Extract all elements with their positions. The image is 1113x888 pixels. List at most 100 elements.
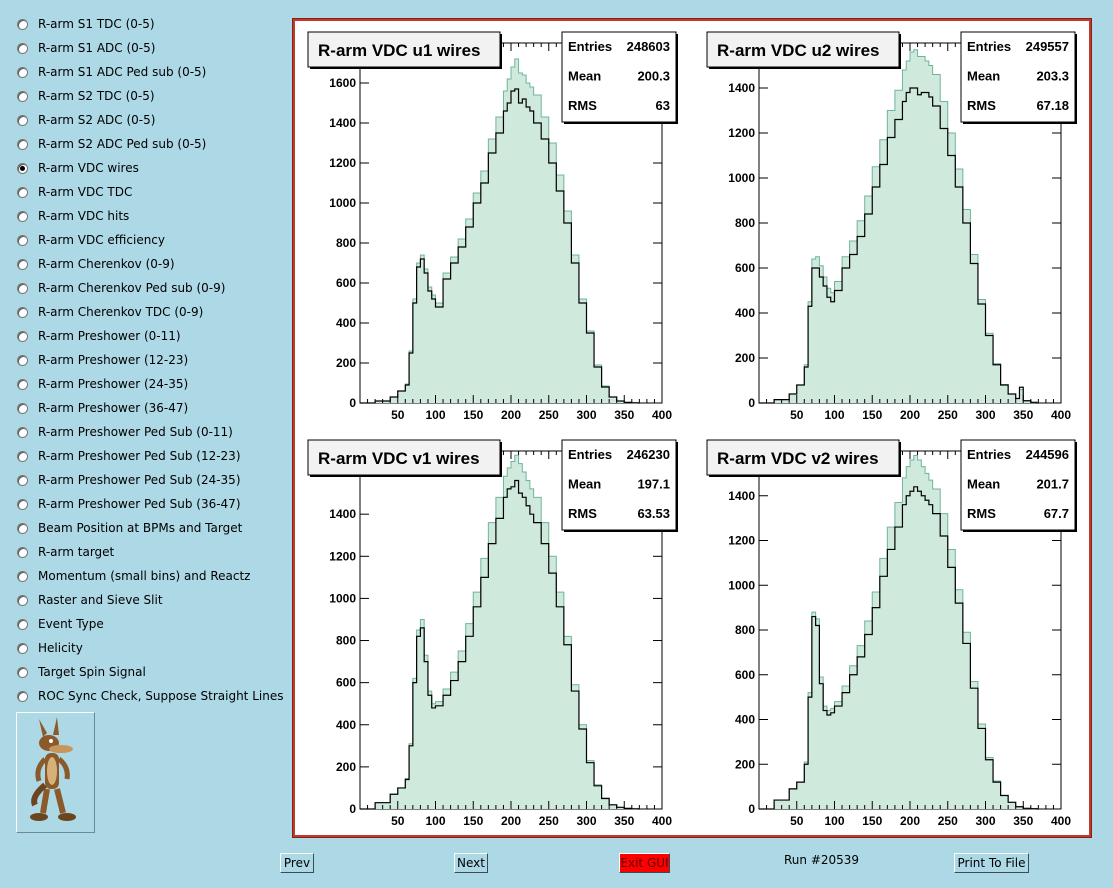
radio-button[interactable]: [17, 690, 28, 702]
radio-button[interactable]: [17, 90, 28, 102]
title-box: [706, 31, 900, 68]
radio-button[interactable]: [17, 42, 28, 54]
x-tick-label: 200: [900, 814, 920, 828]
histogram-title: R-arm VDC u2 wires: [717, 41, 880, 60]
print-to-file-button[interactable]: Print To File: [954, 853, 1029, 873]
menu-item[interactable]: R-arm S1 TDC (0-5): [17, 14, 155, 34]
radio-button[interactable]: [17, 666, 28, 678]
menu-item[interactable]: R-arm Preshower Ped Sub (24-35): [17, 470, 241, 490]
radio-button[interactable]: [17, 66, 28, 78]
y-tick-label: 1400: [329, 116, 356, 130]
radio-button[interactable]: [17, 450, 28, 462]
menu-item[interactable]: R-arm VDC TDC: [17, 182, 132, 202]
menu-item[interactable]: Helicity: [17, 638, 83, 658]
menu-item-label: R-arm Preshower Ped Sub (24-35): [38, 473, 241, 487]
menu-item[interactable]: Beam Position at BPMs and Target: [17, 518, 242, 538]
stats-label: Entries: [568, 447, 612, 462]
radio-button[interactable]: [17, 138, 28, 150]
y-tick-label: 1000: [329, 591, 356, 605]
histogram-fill: [360, 455, 640, 809]
prev-button[interactable]: Prev: [280, 853, 314, 873]
menu-item[interactable]: R-arm Cherenkov (0-9): [17, 254, 175, 274]
radio-button[interactable]: [17, 258, 28, 270]
menu-item[interactable]: R-arm Preshower (36-47): [17, 398, 188, 418]
radio-button[interactable]: [17, 402, 28, 414]
menu-item[interactable]: Raster and Sieve Slit: [17, 590, 163, 610]
x-tick-label: 350: [614, 408, 634, 422]
x-tick-label: 300: [975, 814, 995, 828]
menu-item[interactable]: R-arm Cherenkov Ped sub (0-9): [17, 278, 225, 298]
radio-button[interactable]: [17, 18, 28, 30]
exit-gui-button[interactable]: Exit GUI: [619, 853, 670, 873]
y-tick-label: 400: [735, 713, 755, 727]
menu-item[interactable]: Event Type: [17, 614, 104, 634]
menu-item[interactable]: R-arm S2 ADC (0-5): [17, 110, 155, 130]
menu-item[interactable]: ROC Sync Check, Suppose Straight Lines: [17, 686, 283, 706]
coyote-icon: [30, 717, 76, 821]
x-tick-label: 150: [862, 408, 882, 422]
menu-item[interactable]: R-arm Preshower Ped Sub (36-47): [17, 494, 241, 514]
menu-item[interactable]: R-arm VDC wires: [17, 158, 139, 178]
radio-button[interactable]: [17, 330, 28, 342]
stats-label: RMS: [967, 506, 996, 521]
x-tick-label: 100: [425, 408, 445, 422]
radio-button[interactable]: [17, 498, 28, 510]
radio-button[interactable]: [17, 282, 28, 294]
x-tick-label: 50: [790, 814, 804, 828]
radio-button[interactable]: [17, 570, 28, 582]
radio-selected[interactable]: [17, 162, 28, 174]
menu-item[interactable]: R-arm S1 ADC (0-5): [17, 38, 155, 58]
y-tick-label: 600: [336, 676, 356, 690]
x-tick-label: 350: [1013, 408, 1033, 422]
menu-item[interactable]: R-arm VDC hits: [17, 206, 129, 226]
radio-button[interactable]: [17, 210, 28, 222]
y-tick-label: 1200: [329, 156, 356, 170]
histogram-title: R-arm VDC u1 wires: [318, 41, 481, 60]
radio-button[interactable]: [17, 378, 28, 390]
radio-button[interactable]: [17, 474, 28, 486]
radio-button[interactable]: [17, 114, 28, 126]
menu-item[interactable]: R-arm target: [17, 542, 114, 562]
menu-item[interactable]: R-arm S1 ADC Ped sub (0-5): [17, 62, 206, 82]
menu-item[interactable]: R-arm Preshower (0-11): [17, 326, 181, 346]
radio-button[interactable]: [17, 354, 28, 366]
histogram-series-black: [759, 486, 1039, 810]
y-tick-label: 800: [336, 634, 356, 648]
menu-item[interactable]: Momentum (small bins) and Reactz: [17, 566, 250, 586]
run-number-label: Run #20539: [784, 853, 860, 867]
menu-item-label: ROC Sync Check, Suppose Straight Lines: [38, 689, 284, 703]
stats-value: 246230: [627, 447, 670, 462]
menu-item[interactable]: R-arm Preshower (12-23): [17, 350, 188, 370]
radio-button[interactable]: [17, 618, 28, 630]
radio-button[interactable]: [17, 522, 28, 534]
menu-item[interactable]: R-arm S2 ADC Ped sub (0-5): [17, 134, 206, 154]
menu-item-label: R-arm Preshower Ped Sub (12-23): [38, 449, 241, 463]
next-button[interactable]: Next: [454, 853, 488, 873]
menu-item-label: Event Type: [38, 617, 104, 631]
y-tick-label: 400: [735, 306, 755, 320]
radio-button[interactable]: [17, 546, 28, 558]
y-tick-label: 200: [735, 757, 755, 771]
radio-button[interactable]: [17, 642, 28, 654]
x-tick-label: 100: [425, 814, 445, 828]
menu-item[interactable]: R-arm Preshower Ped Sub (0-11): [17, 422, 233, 442]
histogram-pad: 50 100 150 200 250 300 350 400 0 200 400 600 800 1000…: [307, 439, 678, 828]
y-tick-label: 1400: [728, 489, 755, 503]
menu-item[interactable]: Target Spin Signal: [17, 662, 146, 682]
histogram-fill: [759, 49, 1039, 403]
menu-item-label: R-arm S1 ADC (0-5): [38, 41, 156, 55]
menu-item-label: R-arm S2 ADC Ped sub (0-5): [38, 137, 207, 151]
menu-item[interactable]: R-arm VDC efficiency: [17, 230, 165, 250]
radio-button[interactable]: [17, 594, 28, 606]
radio-button[interactable]: [17, 186, 28, 198]
menu-item[interactable]: R-arm Preshower (24-35): [17, 374, 188, 394]
menu-item[interactable]: R-arm Preshower Ped Sub (12-23): [17, 446, 241, 466]
menu-item[interactable]: R-arm S2 TDC (0-5): [17, 86, 155, 106]
histogram-pad: 50 100 150 200 250 300 350 400 0 200 400 600 800 1000…: [706, 439, 1077, 828]
radio-button[interactable]: [17, 234, 28, 246]
menu-item[interactable]: R-arm Cherenkov TDC (0-9): [17, 302, 203, 322]
radio-button[interactable]: [17, 426, 28, 438]
radio-button[interactable]: [17, 306, 28, 318]
y-tick-label: 1000: [728, 578, 755, 592]
histogram-pad: 50 100 150 200 250 300 350 400 0 200 400 600 800 1000…: [706, 31, 1077, 422]
